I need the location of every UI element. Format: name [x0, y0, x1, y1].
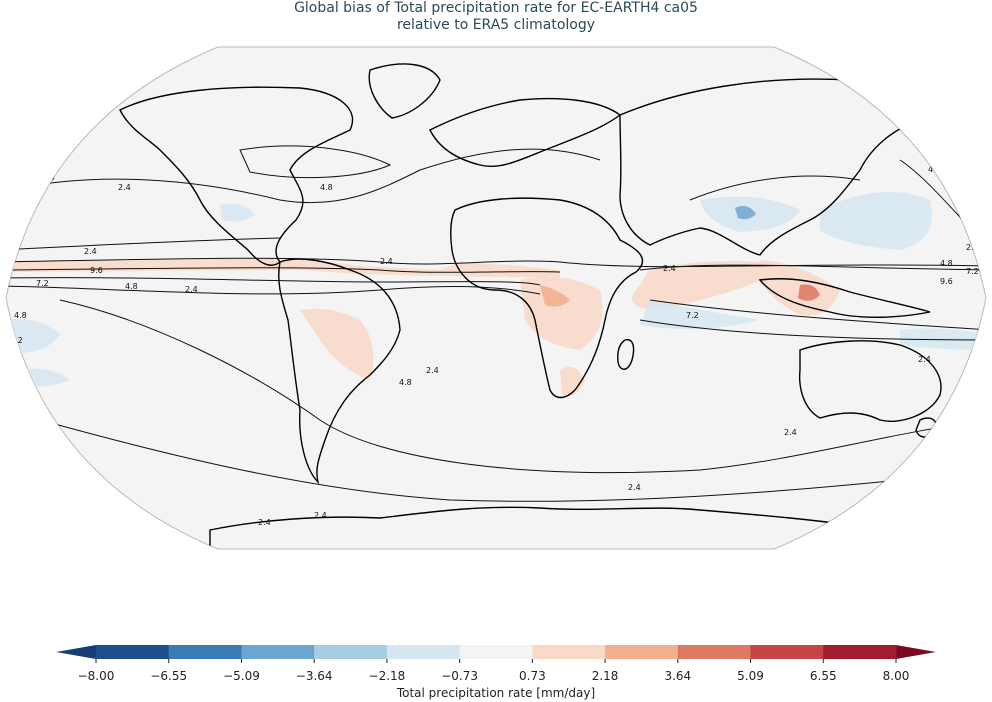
contour-label: 2.4	[84, 247, 97, 256]
contour-label: 7.2	[10, 336, 23, 345]
contour-label: 2.4	[426, 366, 439, 375]
colorbar-segment	[532, 645, 606, 659]
contour-label: 2.4	[258, 518, 271, 527]
contour-label: 7.2	[966, 267, 979, 276]
contour-label: 4.8	[125, 282, 138, 291]
contour-label: 2.4	[628, 483, 641, 492]
colorbar-segment	[241, 645, 315, 659]
colorbar-tick-label: −8.00	[77, 669, 115, 683]
colorbar-tick-label: 8.00	[882, 669, 910, 683]
colorbar-segment	[750, 645, 824, 659]
bias-positive-patches	[6, 258, 840, 396]
globe-outline	[5, 46, 987, 550]
contour-label: 2.4	[663, 264, 676, 273]
colorbar-segment	[459, 645, 533, 659]
contour-label: 7.2	[686, 311, 699, 320]
contour-label: 9.6	[90, 266, 103, 275]
colorbar-tick-label: −3.64	[295, 669, 333, 683]
contour-label: 4.8	[14, 311, 27, 320]
precipitation-contours	[6, 145, 986, 502]
contour-label: 4.8	[928, 165, 941, 174]
map-title: Global bias of Total precipitation rate …	[0, 0, 992, 34]
colorbar-segment	[168, 645, 242, 659]
greenland-coast	[368, 63, 441, 119]
antarctica-coast	[209, 506, 871, 549]
colorbar-extend-high	[896, 645, 936, 659]
contour-label: 2.4	[380, 257, 393, 266]
colorbar	[56, 645, 936, 663]
colorbar-segment	[823, 645, 897, 659]
colorbar-tick-label: −5.09	[223, 669, 260, 683]
madagascar-coast	[617, 338, 635, 370]
africa-coast	[450, 197, 644, 399]
contour-label: 2.4	[185, 285, 198, 294]
colorbar-segment	[677, 645, 752, 659]
bias-negative-patches	[6, 192, 986, 387]
contour-label: 4.8	[320, 183, 333, 192]
colorbar-tick-label: 0.73	[519, 669, 546, 683]
europe-coast	[429, 97, 622, 167]
map-title-line2: relative to ERA5 climatology	[396, 17, 596, 33]
contour-label: 2.4	[50, 429, 63, 438]
contour-label: 4.8	[42, 173, 55, 182]
contour-label: 2.4	[784, 428, 797, 437]
colorbar-tick-label: 6.55	[809, 669, 837, 683]
colorbar-segment	[314, 645, 388, 659]
colorbar-segment	[96, 645, 170, 659]
colorbar-segment	[605, 645, 679, 659]
colorbar-tick-label: −2.18	[368, 669, 406, 683]
contour-label: 2.4	[118, 183, 131, 192]
south-america-coast	[278, 258, 401, 485]
colorbar-tick-label: 3.64	[664, 669, 692, 683]
colorbar-segment	[386, 645, 461, 659]
north-america-coast	[119, 86, 354, 266]
colorbar-tick-label: −6.55	[150, 669, 188, 683]
colorbar-extend-low	[56, 645, 96, 659]
contour-label: 2.4	[918, 355, 931, 364]
contour-label: 7.2	[36, 279, 49, 288]
contour-label: 9.6	[940, 277, 953, 286]
australia-coast	[798, 340, 942, 422]
contour-label: 4.8	[940, 259, 953, 268]
map-title-line1: Global bias of Total precipitation rate …	[294, 0, 698, 16]
contour-label: 4.8	[399, 378, 412, 387]
colorbar-tick-label: 5.09	[737, 669, 764, 683]
colorbar-label: Total precipitation rate [mm/day]	[396, 686, 596, 700]
indonesia-coast	[758, 278, 931, 318]
colorbar-tick-label: 2.18	[591, 669, 619, 683]
colorbar-tick-label: −0.73	[441, 669, 479, 683]
contour-label: 2.4	[314, 511, 327, 520]
